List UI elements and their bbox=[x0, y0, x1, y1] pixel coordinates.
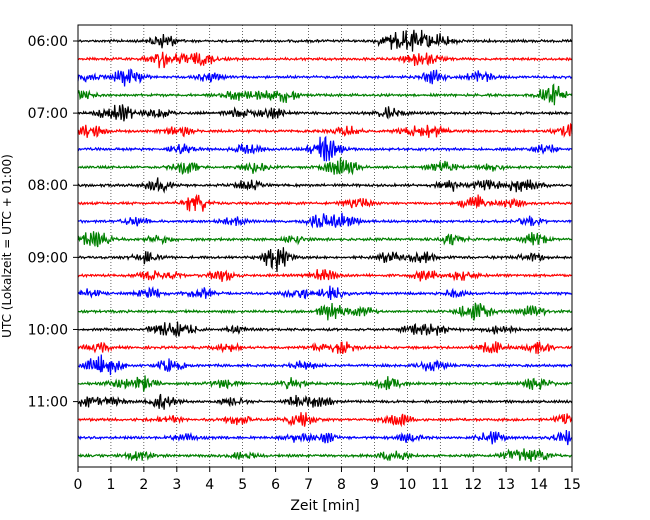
x-tick-label: 13 bbox=[497, 477, 515, 493]
trace-0830 bbox=[77, 212, 573, 229]
y-tick-label: 07:00 bbox=[28, 106, 68, 122]
x-tick-label: 9 bbox=[370, 477, 379, 493]
seismogram-traces bbox=[77, 29, 573, 462]
trace-0745 bbox=[77, 157, 573, 176]
trace-1145 bbox=[77, 448, 573, 462]
x-tick-label: 11 bbox=[431, 477, 449, 493]
trace-0915 bbox=[77, 269, 573, 282]
trace-0700 bbox=[77, 104, 573, 122]
x-tick-label: 4 bbox=[205, 477, 214, 493]
x-axis-ticks: 0 1 2 3 4 5 6 7 8 9 10 11 12 13 14 15 bbox=[74, 467, 581, 493]
trace-0800 bbox=[77, 177, 573, 194]
trace-1100 bbox=[77, 393, 573, 410]
y-axis-label: UTC (Lokalzeit = UTC + 01:00) bbox=[0, 154, 14, 338]
trace-0930 bbox=[77, 285, 573, 301]
trace-1045 bbox=[77, 375, 573, 392]
y-tick-label: 09:00 bbox=[28, 250, 68, 266]
trace-0945 bbox=[77, 302, 573, 321]
trace-1015 bbox=[77, 341, 573, 355]
x-axis-label: Zeit [min] bbox=[290, 498, 359, 514]
trace-0815 bbox=[77, 193, 573, 212]
x-tick-label: 14 bbox=[530, 477, 548, 493]
y-tick-label: 11:00 bbox=[28, 395, 68, 411]
x-tick-label: 3 bbox=[172, 477, 181, 493]
x-tick-label: 0 bbox=[74, 477, 83, 493]
x-tick-label: 8 bbox=[337, 477, 346, 493]
x-tick-label: 2 bbox=[139, 477, 148, 493]
trace-0715 bbox=[77, 122, 573, 138]
x-tick-label: 15 bbox=[563, 477, 581, 493]
trace-0645 bbox=[77, 83, 573, 106]
trace-0615 bbox=[77, 51, 573, 69]
x-tick-label: 6 bbox=[271, 477, 280, 493]
trace-0600 bbox=[77, 29, 573, 52]
x-tick-label: 5 bbox=[238, 477, 247, 493]
trace-0845 bbox=[77, 231, 573, 248]
x-tick-label: 7 bbox=[304, 477, 313, 493]
y-tick-label: 06:00 bbox=[28, 34, 68, 50]
x-tick-label: 1 bbox=[106, 477, 115, 493]
y-tick-label: 08:00 bbox=[28, 178, 68, 194]
plot-frame bbox=[77, 24, 573, 468]
trace-1000 bbox=[77, 321, 573, 337]
trace-1030 bbox=[77, 354, 573, 376]
y-axis-ticks: 06:00 07:00 08:00 09:00 10:00 11:00 bbox=[28, 34, 78, 411]
x-tick-label: 10 bbox=[398, 477, 416, 493]
trace-1115 bbox=[77, 412, 573, 428]
y-tick-label: 10:00 bbox=[28, 322, 68, 338]
trace-0730 bbox=[77, 135, 573, 162]
x-tick-label: 12 bbox=[464, 477, 482, 493]
trace-0900 bbox=[77, 247, 573, 273]
trace-0630 bbox=[77, 68, 573, 87]
trace-1130 bbox=[77, 429, 573, 446]
